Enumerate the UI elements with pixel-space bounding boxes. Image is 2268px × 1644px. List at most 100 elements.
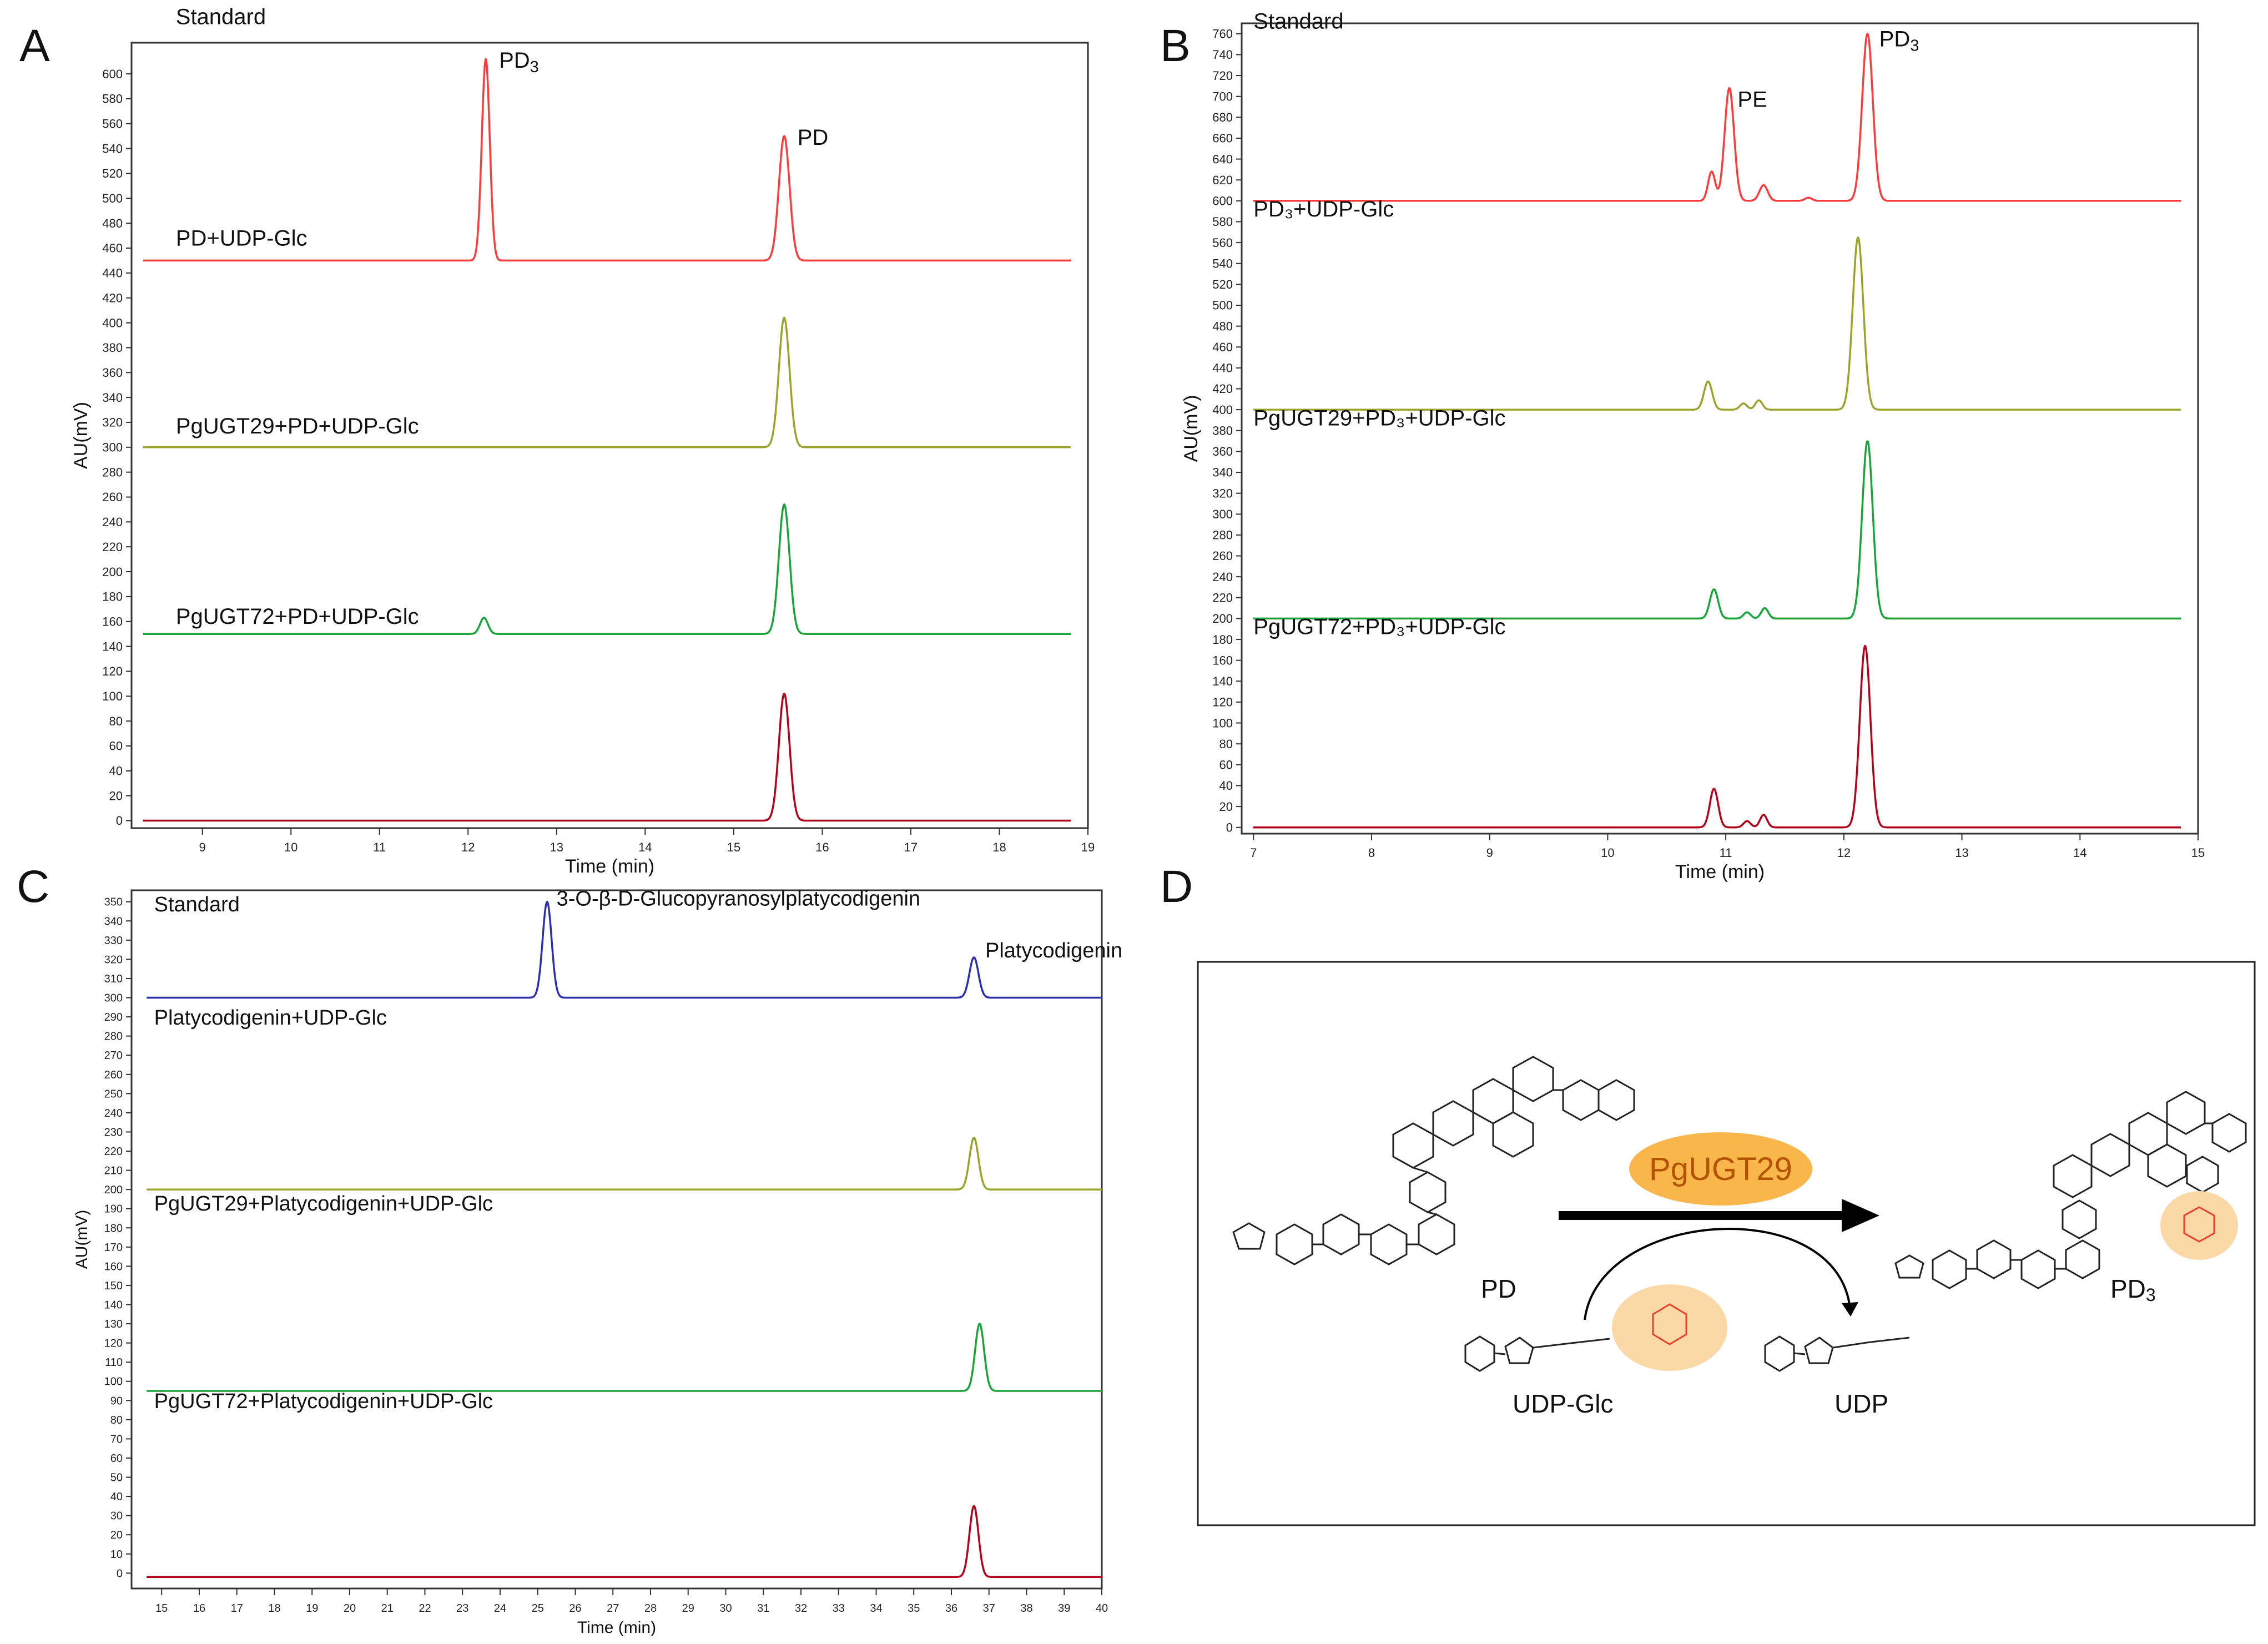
enzyme-ellipse xyxy=(1629,1132,1812,1206)
panel-c-ytick-label: 190 xyxy=(104,1203,123,1216)
panel-a-xtick-label: 11 xyxy=(373,840,386,854)
panel-c-ytick-label: 80 xyxy=(110,1414,123,1426)
panel-a-ytick-label: 80 xyxy=(109,714,123,728)
panel-a-ytick-label: 220 xyxy=(102,540,123,554)
panel-b-ytick-label: 340 xyxy=(1212,466,1233,480)
panel-a-ytick-label: 600 xyxy=(102,67,123,81)
panel-c-ytick-label: 140 xyxy=(104,1299,123,1312)
panel-b-peak-label-1: PE xyxy=(1737,88,1767,112)
panel-b-plot-frame xyxy=(1241,22,2199,835)
panel-a-ytick-label: 40 xyxy=(109,764,123,778)
panel-a-trace-4 xyxy=(142,693,1071,822)
panel-a-series-label-1: Standard xyxy=(176,4,266,29)
panel-c-xtick-label: 22 xyxy=(419,1602,431,1615)
panel-a-ytick-label: 500 xyxy=(102,191,123,205)
panel-c-ytick-label: 100 xyxy=(104,1376,123,1388)
panel-b-ytick-label: 480 xyxy=(1212,319,1233,333)
panel-a-plot-frame xyxy=(130,42,1089,829)
panel-a-ytick-label: 60 xyxy=(109,739,123,753)
panel-a-ytick-label: 20 xyxy=(109,789,123,803)
panel-letter-b: B xyxy=(1160,21,1191,71)
panel-c-ytick-label: 350 xyxy=(104,896,123,909)
panel-c-ytick-label: 50 xyxy=(110,1472,123,1484)
product-label: PD3 xyxy=(2110,1274,2156,1305)
panel-b-xtick-label: 13 xyxy=(1955,846,1968,860)
panel-c-ytick-label: 110 xyxy=(105,1356,123,1369)
panel-a-xtick-label: 13 xyxy=(550,840,563,854)
panel-b-ytick-label: 200 xyxy=(1212,612,1233,626)
panel-c-xtick-label: 31 xyxy=(757,1602,769,1615)
panel-c-ytick-label: 90 xyxy=(110,1395,123,1407)
panel-b-ytick-label: 500 xyxy=(1212,299,1233,312)
panel-b-xtick-label: 12 xyxy=(1837,846,1851,860)
panel-c-ytick-label: 70 xyxy=(110,1433,123,1445)
panel-a-xtick-label: 12 xyxy=(461,840,475,854)
panel-a-yaxis-label: AU(mV) xyxy=(70,402,92,469)
panel-c-xtick-label: 23 xyxy=(456,1602,468,1615)
panel-a-ytick-label: 540 xyxy=(102,142,123,155)
panel-c-ytick-label: 320 xyxy=(104,954,123,966)
udp-glc-structure xyxy=(1464,1335,1610,1372)
panel-c-xtick-label: 21 xyxy=(381,1602,394,1615)
panel-c-chart: 0 10 20 30 40 50 60 70 80 90 100 110 120 130 140 150 160… xyxy=(73,887,1122,1637)
panel-a-ytick-label: 0 xyxy=(116,814,123,828)
pd3-glucose-ring xyxy=(2183,1206,2215,1243)
panel-c-series-label-1: Standard xyxy=(154,893,240,916)
panel-c-xtick-label: 34 xyxy=(870,1602,882,1615)
panel-b-ytick-label: 680 xyxy=(1212,110,1233,124)
panel-b-ytick-label: 40 xyxy=(1219,779,1233,793)
panel-a-chart: 0 20 40 60 80 100 120 140 160 180 200 220 240 260 280 3… xyxy=(70,4,1095,877)
panel-c-xaxis-label: Time (min) xyxy=(577,1618,656,1637)
panel-c-xtick-label: 28 xyxy=(644,1602,657,1615)
panel-b-series-label-4: PgUGT72+PD₃+UDP-Glc xyxy=(1253,615,1505,639)
panel-a-ytick-label: 340 xyxy=(102,391,123,405)
panel-a-ytick-label: 580 xyxy=(102,92,123,106)
panel-b-ytick-label: 380 xyxy=(1212,423,1233,437)
panel-a-xtick-label: 19 xyxy=(1081,840,1095,854)
cofactor-arrowhead xyxy=(1842,1302,1858,1317)
panel-a-peak-label-2: PD xyxy=(798,125,829,150)
panel-c-trace-2 xyxy=(146,1137,1102,1191)
panel-c-trace-1 xyxy=(146,901,1102,999)
panel-c-ytick-label: 150 xyxy=(104,1280,123,1292)
panel-b-ytick-label: 700 xyxy=(1212,89,1233,103)
panel-b-ytick-label: 760 xyxy=(1212,27,1233,41)
panel-c-ytick-label: 240 xyxy=(104,1107,123,1119)
panel-c-xtick-label: 16 xyxy=(193,1602,205,1615)
panel-c-series-label-3: PgUGT29+Platycodigenin+UDP-Glc xyxy=(154,1192,493,1216)
panel-c-ytick-label: 220 xyxy=(104,1146,123,1158)
panel-b-ytick-label: 300 xyxy=(1212,507,1233,521)
panel-c-ytick-label: 180 xyxy=(104,1222,123,1234)
panel-a-ytick-label: 140 xyxy=(102,639,123,653)
panel-b-ytick-label: 520 xyxy=(1212,278,1233,291)
panel-b-trace-4 xyxy=(1252,644,2181,829)
panel-c-ytick-label: 40 xyxy=(110,1491,123,1503)
panel-c-xtick-label: 38 xyxy=(1020,1602,1032,1615)
panel-c-xtick-label: 32 xyxy=(795,1602,807,1615)
panel-b-series-label-2: PD₃+UDP-Glc xyxy=(1253,197,1394,221)
panel-b-ytick-label: 100 xyxy=(1212,716,1233,730)
panel-c-ytick-label: 270 xyxy=(104,1050,123,1062)
panel-c-xtick-label: 36 xyxy=(945,1602,957,1615)
panel-a-xtick-label: 17 xyxy=(904,840,918,854)
panel-c-xtick-label: 39 xyxy=(1058,1602,1070,1615)
panel-b-ytick-label: 180 xyxy=(1212,633,1233,647)
cofactor-curve-arrow xyxy=(1584,1228,1851,1320)
panel-a-xtick-label: 15 xyxy=(727,840,740,854)
panel-a-ytick-label: 320 xyxy=(102,416,123,430)
panel-b-chart: 0 20 40 60 80 100 120 140 160 180 200 220 240 260 280 3… xyxy=(1181,9,2205,882)
panel-a-series-label-2: PD+UDP-Glc xyxy=(176,226,308,251)
panel-c-xtick-label: 27 xyxy=(607,1602,619,1615)
panel-b-ytick-label: 420 xyxy=(1212,382,1233,396)
panel-letter-c: C xyxy=(17,861,49,912)
panel-b-ytick-label: 160 xyxy=(1212,653,1233,667)
panel-c-ytick-label: 60 xyxy=(110,1453,123,1465)
donor-label: UDP-Glc xyxy=(1513,1389,1613,1418)
panel-a-ytick-label: 180 xyxy=(102,590,123,604)
panel-c-xtick-label: 40 xyxy=(1096,1602,1108,1615)
panel-c-ytick-label: 290 xyxy=(104,1011,123,1023)
pd3-structure xyxy=(1894,1091,2247,1289)
scheme-frame xyxy=(1197,961,2256,1526)
panel-b-xtick-label: 9 xyxy=(1486,846,1493,860)
panel-c-xtick-label: 24 xyxy=(494,1602,506,1615)
